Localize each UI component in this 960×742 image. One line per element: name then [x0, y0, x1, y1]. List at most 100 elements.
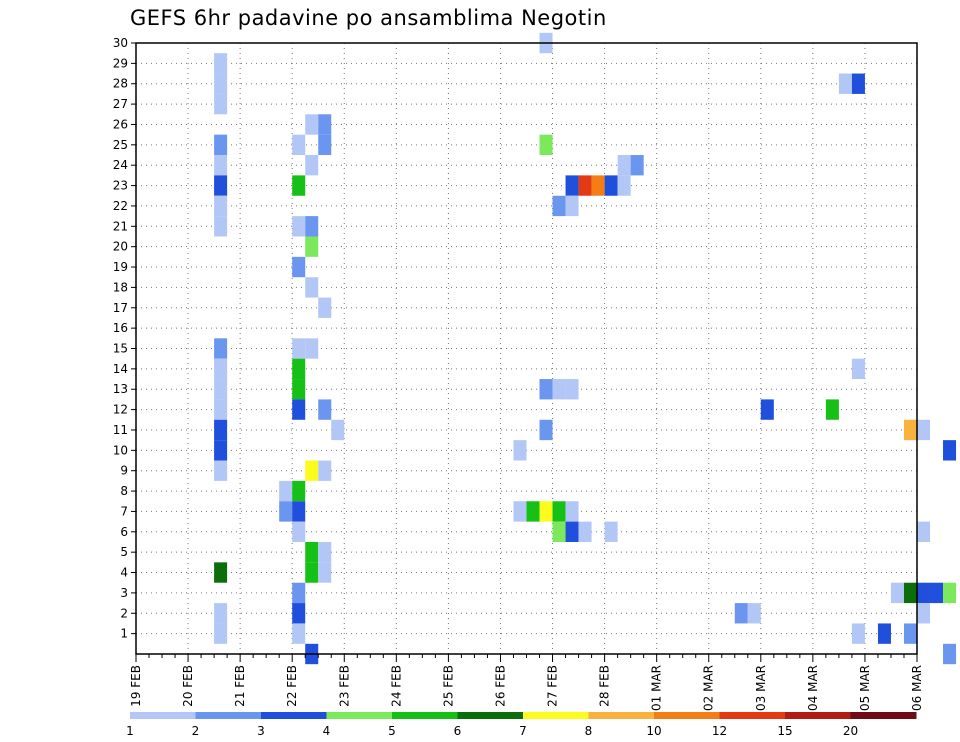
heatmap-cell [214, 440, 228, 461]
heatmap-cell [305, 114, 319, 135]
heatmap-cell [305, 541, 319, 563]
heatmap-cell [747, 603, 761, 624]
legend-label: 6 [454, 724, 462, 738]
heatmap-cell [565, 379, 579, 400]
heatmap-cell [943, 643, 957, 665]
heatmap-cell [318, 134, 332, 156]
x-tick-label: 28 FEB [598, 665, 612, 707]
heatmap-cell [851, 73, 865, 94]
y-tick-label: 5 [120, 545, 128, 559]
heatmap-cell [630, 155, 644, 176]
x-tick-label: 21 FEB [233, 665, 247, 707]
heatmap-cell [617, 155, 631, 176]
heatmap-cell [292, 175, 306, 196]
heatmap-cell [552, 379, 566, 400]
heatmap-cell [292, 338, 306, 359]
heatmap-cell [565, 175, 579, 196]
heatmap-cell [851, 358, 865, 380]
legend-swatch [654, 712, 720, 719]
legend-label: 2 [192, 724, 200, 738]
legend-swatch [785, 712, 851, 719]
y-tick-label: 10 [113, 443, 128, 457]
heatmap-cell [552, 521, 566, 542]
legend-label: 8 [585, 724, 593, 738]
heatmap-cell [318, 297, 332, 318]
heatmap-cell [214, 623, 228, 644]
y-tick-label: 11 [113, 423, 128, 437]
heatmap-cell [917, 603, 931, 624]
heatmap-cell [214, 562, 228, 583]
heatmap-cell [513, 501, 527, 522]
y-tick-label: 20 [113, 240, 128, 254]
heatmap-cell [539, 419, 553, 441]
heatmap-cell [214, 603, 228, 624]
legend-label: 1 [126, 724, 134, 738]
heatmap-cell [903, 582, 917, 604]
heatmap-cell [513, 440, 527, 461]
heatmap-cell [305, 338, 319, 359]
y-tick-label: 26 [113, 117, 128, 131]
legend-label: 10 [646, 724, 661, 738]
heatmap-cell [890, 582, 904, 604]
heatmap-cell [734, 603, 748, 624]
heatmap-cell [214, 175, 228, 196]
x-tick-label: 19 FEB [129, 665, 143, 707]
y-tick-label: 7 [120, 504, 128, 518]
x-tick-label: 24 FEB [389, 665, 403, 707]
x-tick-label: 26 FEB [493, 665, 507, 707]
heatmap-cell [292, 521, 306, 542]
heatmap-cell [305, 155, 319, 176]
y-tick-label: 27 [113, 97, 128, 111]
heatmap-cell [877, 623, 891, 644]
heatmap-cell [565, 521, 579, 542]
x-tick-label: 23 FEB [337, 665, 351, 707]
heatmap-cell [305, 460, 319, 481]
heatmap-cell [292, 216, 306, 237]
legend-swatch [130, 712, 196, 719]
heatmap-cell [903, 419, 917, 441]
y-tick-label: 13 [113, 382, 128, 396]
legend-swatch [261, 712, 327, 719]
legend-label: 20 [843, 724, 858, 738]
y-tick-label: 8 [120, 484, 128, 498]
heatmap-cell [305, 562, 319, 583]
heatmap-cell [851, 623, 865, 644]
y-tick-label: 15 [113, 342, 128, 356]
legend-label: 12 [712, 724, 727, 738]
heatmap-cell [214, 53, 228, 74]
x-tick-label: 27 FEB [546, 665, 560, 707]
heatmap-cell [214, 460, 228, 481]
y-tick-label: 1 [120, 627, 128, 641]
x-tick-label: 05 MAR [858, 665, 872, 711]
heatmap-cell [279, 480, 293, 502]
y-tick-label: 22 [113, 199, 128, 213]
heatmap-cell [917, 582, 931, 604]
x-tick-label: 25 FEB [441, 665, 455, 707]
heatmap-cell [318, 541, 332, 563]
heatmap-cell [214, 195, 228, 217]
heatmap-cell [943, 582, 957, 604]
x-tick-label: 22 FEB [285, 665, 299, 707]
heatmap-cell [292, 480, 306, 502]
heatmap-cell [292, 501, 306, 522]
heatmap-cell [214, 379, 228, 400]
y-tick-label: 23 [113, 179, 128, 193]
heatmap-cell [292, 603, 306, 624]
heatmap-cell [318, 562, 332, 583]
y-tick-label: 2 [120, 606, 128, 620]
heatmap-cell [552, 195, 566, 217]
heatmap-cell [903, 623, 917, 644]
heatmap-cell [214, 338, 228, 359]
heatmap-cell [305, 216, 319, 237]
legend-label: 4 [323, 724, 331, 738]
heatmap-cell [943, 440, 957, 461]
heatmap-cell [539, 134, 553, 156]
y-tick-label: 4 [120, 566, 128, 580]
x-tick-label: 06 MAR [910, 665, 924, 711]
heatmap-cell [917, 419, 931, 441]
y-tick-label: 6 [120, 525, 128, 539]
heatmap-cell [214, 73, 228, 94]
y-tick-label: 21 [113, 219, 128, 233]
heatmap-cell [214, 93, 228, 115]
